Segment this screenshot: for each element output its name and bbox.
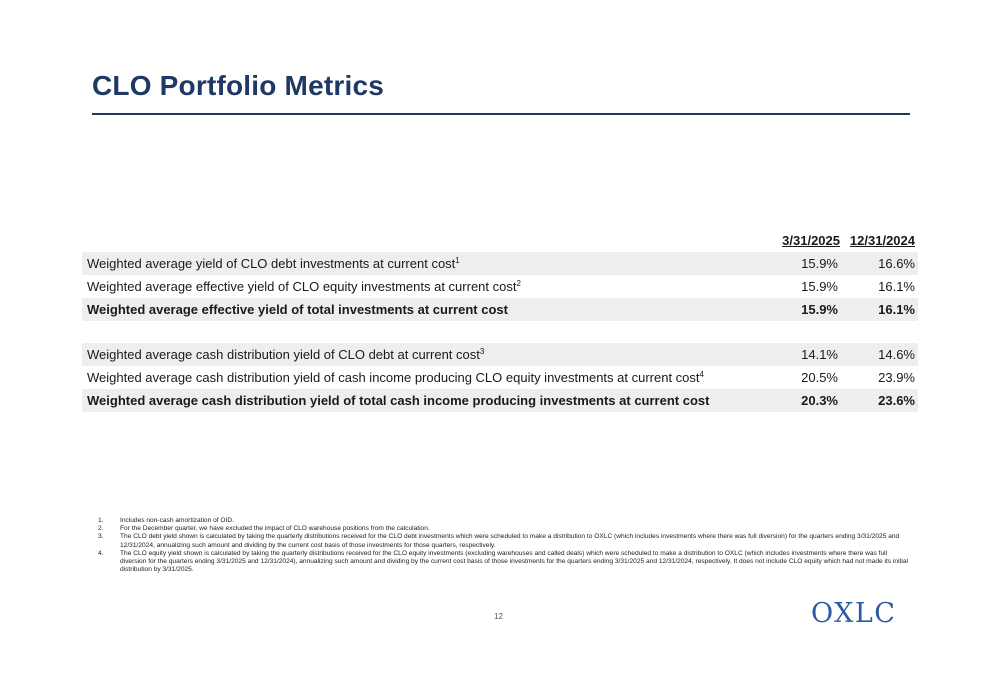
footnote-text: Includes non-cash amortization of OID. [120, 517, 234, 524]
table-row: Weighted average cash distribution yield… [82, 343, 918, 366]
row-value-q1-2025: 15.9% [801, 279, 838, 294]
row-value-q4-2024: 16.1% [878, 302, 915, 317]
table-row-total: Weighted average effective yield of tota… [82, 298, 918, 321]
footnote-number: 2. [98, 525, 104, 533]
table-row-total: Weighted average cash distribution yield… [82, 389, 918, 412]
footnote-ref: 3 [479, 347, 485, 356]
row-label: Weighted average cash distribution yield… [87, 393, 710, 408]
row-value-q4-2024: 16.6% [878, 256, 915, 271]
column-header-q4-2024: 12/31/2024 [849, 233, 915, 248]
footnote-text: The CLO debt yield shown is calculated b… [120, 533, 900, 549]
title-divider [92, 113, 910, 115]
row-value-q1-2025: 20.3% [801, 393, 838, 408]
row-value-q4-2024: 23.6% [878, 393, 915, 408]
page-number: 12 [494, 612, 503, 621]
row-label: Weighted average cash distribution yield… [87, 347, 485, 362]
footnote-number: 4. [98, 549, 104, 557]
row-label: Weighted average effective yield of CLO … [87, 279, 521, 294]
row-value-q1-2025: 14.1% [801, 347, 838, 362]
table-row: Weighted average effective yield of CLO … [82, 275, 918, 298]
footnote-ref: 2 [516, 279, 521, 288]
footnote-ref: 1 [455, 256, 460, 265]
table-row: Weighted average cash distribution yield… [82, 366, 918, 389]
row-value-q1-2025: 15.9% [801, 302, 838, 317]
row-value-q4-2024: 16.1% [878, 279, 915, 294]
footnotes: 1. Includes non-cash amortization of OID… [98, 517, 910, 574]
table-row: Weighted average yield of CLO debt inves… [82, 252, 918, 275]
row-value-q4-2024: 14.6% [878, 347, 915, 362]
footnote-number: 1. [98, 517, 104, 524]
row-value-q1-2025: 15.9% [801, 256, 838, 271]
row-label: Weighted average cash distribution yield… [87, 370, 704, 385]
footnote: 3. The CLO debt yield shown is calculate… [98, 533, 910, 549]
footnote: 4. The CLO equity yield shown is calcula… [98, 550, 910, 575]
row-value-q4-2024: 23.9% [878, 370, 915, 385]
footnote: 1. Includes non-cash amortization of OID… [98, 517, 910, 525]
row-label: Weighted average effective yield of tota… [87, 302, 508, 317]
page-title: CLO Portfolio Metrics [92, 70, 384, 101]
footnote: 2. For the December quarter, we have exc… [98, 525, 910, 533]
oxlc-logo: OXLC [811, 598, 897, 629]
column-header-q1-2025: 3/31/2025 [782, 233, 840, 248]
metrics-table: 3/31/2025 12/31/2024 Weighted average yi… [82, 229, 918, 412]
footnote-number: 3. [98, 533, 104, 541]
footnote-text: For the December quarter, we have exclud… [120, 525, 430, 533]
table-spacer [82, 321, 918, 343]
row-label: Weighted average yield of CLO debt inves… [87, 256, 460, 271]
footnote-text: The CLO equity yield shown is calculated… [120, 549, 908, 574]
row-value-q1-2025: 20.5% [801, 370, 838, 385]
table-header-row: 3/31/2025 12/31/2024 [82, 229, 918, 252]
footnote-ref: 4 [699, 370, 704, 379]
